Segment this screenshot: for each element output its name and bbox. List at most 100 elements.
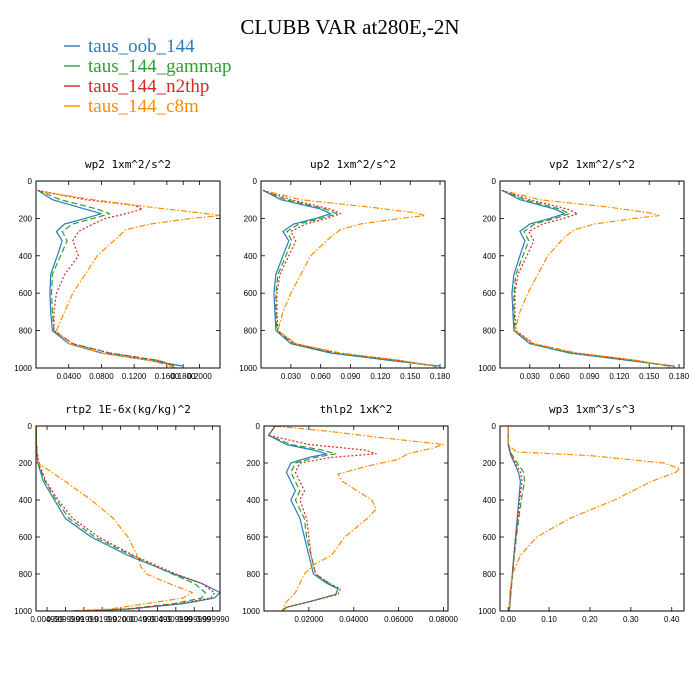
- panel-5: thlp2 1xK^2 0 200 400 600 800 1000 0.02000 0.040…: [242, 403, 458, 624]
- legend: taus_oob_144taus_144_gammaptaus_144_n2th…: [64, 36, 232, 117]
- x-tick-label: 0.00499: [143, 615, 172, 624]
- y-tick-label: 600: [244, 289, 258, 298]
- x-tick-label: 0.40: [664, 615, 680, 624]
- x-tick-label: 0.1200: [122, 372, 147, 381]
- x-tick-label: 0.1800: [171, 372, 196, 381]
- legend-label: taus_oob_144: [88, 36, 195, 57]
- plot-frame: [499, 180, 685, 369]
- series-line-taus_oob_144: [267, 426, 339, 611]
- x-tick-label: 0.004999: [30, 615, 64, 624]
- y-tick-label: 400: [483, 496, 497, 505]
- y-tick-label: 200: [483, 214, 497, 223]
- legend-label: taus_144_n2thp: [88, 76, 209, 97]
- series-line-taus_144_n2thp: [267, 426, 377, 611]
- x-tick-label: 0.04000: [339, 615, 368, 624]
- series-line-taus_144_n2thp: [36, 426, 216, 611]
- panel-title: rtp2 1E-6x(kg/kg)^2: [65, 403, 191, 416]
- y-tick-label: 0: [492, 177, 497, 186]
- y-tick-label: 600: [483, 289, 497, 298]
- y-tick-label: 1000: [14, 364, 32, 373]
- y-tick-label: 1000: [478, 607, 496, 616]
- figure-title: CLUBB VAR at280E,-2N: [240, 15, 459, 39]
- y-tick-label: 0: [28, 177, 33, 186]
- y-tick-label: 0: [256, 422, 261, 431]
- series-line-taus_oob_144: [501, 189, 675, 368]
- plot-frame: [263, 425, 449, 612]
- x-tick-label: 0.030: [281, 372, 302, 381]
- series-line-taus_144_c8m: [270, 191, 436, 368]
- x-tick-label: 0.0800: [89, 372, 114, 381]
- x-tick-label: 0.06000: [384, 615, 413, 624]
- series-line-taus_oob_144: [262, 189, 441, 368]
- y-tick-label: 0: [28, 422, 33, 431]
- y-tick-label: 800: [244, 327, 258, 336]
- series-line-taus_144_gammap: [36, 426, 206, 611]
- x-tick-label: 0.009999: [159, 615, 193, 624]
- y-tick-label: 800: [483, 570, 497, 579]
- y-tick-label: 400: [19, 496, 33, 505]
- x-tick-label: 0.0400: [56, 372, 81, 381]
- panel-3: vp2 1xm^2/s^2 0 200 400 600 800 1000 0.030 0.060…: [478, 158, 689, 381]
- y-tick-label: 800: [19, 570, 33, 579]
- series-line-taus_144_c8m: [44, 191, 220, 368]
- x-tick-label: 0.004999: [122, 615, 156, 624]
- series-line-taus_144_c8m: [507, 426, 681, 611]
- x-tick-label: 0.999990: [196, 615, 230, 624]
- series-line-taus_144_c8m: [275, 426, 445, 611]
- x-tick-label: 0.02000: [294, 615, 323, 624]
- x-tick-label: 0.08000: [429, 615, 458, 624]
- series-line-taus_oob_144: [507, 426, 521, 611]
- x-tick-label: 0.1600: [155, 372, 180, 381]
- x-tick-label: 0.01999: [88, 615, 117, 624]
- y-tick-label: 1000: [242, 607, 260, 616]
- series-line-taus_144_n2thp: [37, 189, 176, 368]
- y-tick-label: 200: [247, 459, 261, 468]
- x-tick-label: 0.10: [541, 615, 557, 624]
- y-tick-label: 600: [19, 289, 33, 298]
- plot-frame: [260, 180, 446, 369]
- y-tick-label: 600: [483, 533, 497, 542]
- x-tick-label: 0.00: [500, 615, 516, 624]
- y-tick-label: 200: [19, 459, 33, 468]
- x-tick-label: 0.150: [400, 372, 421, 381]
- panel-1: wp2 1xm^2/s^2 0 200 400 600 800 1000 0.0400 0.08…: [14, 158, 221, 381]
- x-tick-label: 0.030: [520, 372, 541, 381]
- panel-title: vp2 1xm^2/s^2: [549, 158, 635, 171]
- panel-2: up2 1xm^2/s^2 0 200 400 600 800 1000 0.030 0.060…: [239, 158, 450, 381]
- y-tick-label: 600: [247, 533, 261, 542]
- plot-frame: [35, 180, 221, 369]
- y-tick-label: 0: [253, 177, 258, 186]
- series-line-taus_144_n2thp: [507, 426, 523, 611]
- series-line-taus_144_n2thp: [501, 189, 670, 368]
- y-tick-label: 400: [247, 496, 261, 505]
- y-tick-label: 0: [492, 422, 497, 431]
- panels: wp2 1xm^2/s^2 0 200 400 600 800 1000 0.0400 0.08…: [14, 158, 689, 624]
- x-tick-label: 0.120: [609, 372, 630, 381]
- legend-label: taus_144_c8m: [88, 96, 199, 117]
- legend-label: taus_144_gammap: [88, 56, 232, 77]
- x-tick-label: 0.30: [623, 615, 639, 624]
- x-tick-label: 0.060: [550, 372, 571, 381]
- series-line-taus_144_c8m: [36, 426, 193, 611]
- x-tick-label: 0.2000: [187, 372, 212, 381]
- y-tick-label: 800: [19, 327, 33, 336]
- x-tick-label: 0.01999: [69, 615, 98, 624]
- x-tick-label: 0.20: [582, 615, 598, 624]
- y-tick-label: 800: [247, 570, 261, 579]
- y-tick-label: 400: [483, 252, 497, 261]
- plot-frame: [35, 425, 221, 612]
- y-tick-label: 1000: [14, 607, 32, 616]
- panel-title: up2 1xm^2/s^2: [310, 158, 396, 171]
- panel-6: wp3 1xm^3/s^3 0 200 400 600 800 1000 0.00 0.10 0.…: [478, 403, 685, 624]
- series-line-taus_144_gammap: [262, 189, 436, 368]
- y-tick-label: 800: [483, 327, 497, 336]
- y-tick-label: 200: [19, 214, 33, 223]
- y-tick-label: 400: [19, 252, 33, 261]
- series-line-taus_oob_144: [36, 426, 220, 611]
- x-tick-label: 0.090: [340, 372, 361, 381]
- panel-title: wp2 1xm^2/s^2: [85, 158, 171, 171]
- panel-title: wp3 1xm^3/s^3: [549, 403, 635, 416]
- x-tick-label: 0.120: [370, 372, 391, 381]
- x-tick-label: 0.060: [311, 372, 332, 381]
